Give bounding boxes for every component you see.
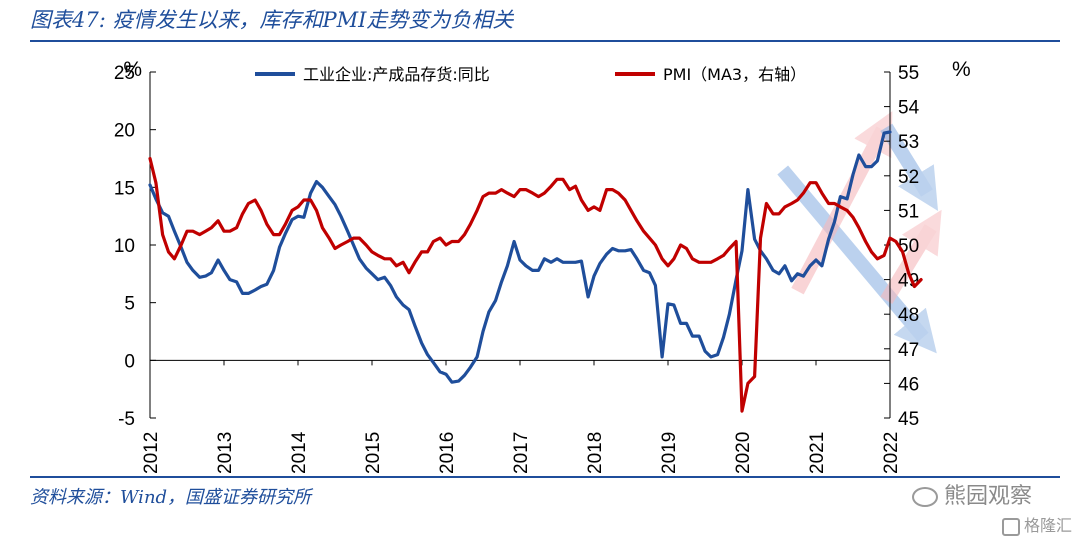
x-tick-label: 2021 — [807, 432, 828, 474]
left-tick-label: 25 — [114, 63, 135, 84]
x-tick-label: 2012 — [141, 432, 162, 474]
title-rule — [30, 40, 1060, 42]
figure-title: 图表47: 疫情发生以来，库存和PMI走势变为负相关 — [30, 8, 514, 32]
gelonghui-icon — [1002, 517, 1020, 536]
trend-arrow-down-pmi — [880, 123, 939, 211]
x-tick-label: 2016 — [437, 432, 458, 474]
legend-label: PMI（MA3，右轴） — [663, 65, 806, 84]
x-tick-label: 2013 — [215, 432, 236, 474]
right-tick-label: 46 — [898, 374, 919, 395]
right-tick-label: 48 — [898, 305, 919, 326]
watermark: 熊园观察 — [912, 478, 1032, 510]
x-tick-label: 2014 — [289, 431, 310, 474]
wechat-icon — [912, 487, 938, 507]
legend-label: 工业企业:产成品存货:同比 — [303, 65, 490, 84]
right-tick-label: 54 — [898, 98, 920, 119]
chart-series — [148, 130, 923, 413]
left-tick-label: 20 — [114, 121, 135, 142]
series-line-inventory — [148, 130, 892, 384]
series-line-pmi — [148, 156, 923, 413]
left-tick-label: -5 — [118, 409, 135, 430]
chart-legend: 工业企业:产成品存货:同比 PMI（MA3，右轴） — [255, 65, 806, 84]
right-tick-label: 47 — [898, 340, 919, 361]
right-tick-label: 53 — [898, 132, 919, 153]
watermark-secondary-text: 格隆汇 — [1024, 516, 1073, 535]
x-tick-label: 2020 — [733, 432, 754, 474]
watermark-text: 熊园观察 — [944, 484, 1033, 509]
right-tick-label: 45 — [898, 409, 919, 430]
x-tick-label: 2015 — [363, 432, 384, 474]
right-tick-label: 55 — [898, 63, 919, 84]
x-tick-label: 2017 — [511, 432, 532, 474]
watermark-secondary: 格隆汇 — [1002, 512, 1072, 536]
left-tick-label: 15 — [114, 178, 135, 199]
source-rule — [30, 476, 1060, 478]
x-tick-label: 2019 — [659, 432, 680, 474]
right-unit-label: % — [952, 58, 971, 81]
left-tick-label: 0 — [124, 351, 135, 372]
right-tick-label: 52 — [898, 167, 919, 188]
source-note: 资料来源：Wind，国盛证券研究所 — [30, 487, 312, 508]
right-tick-label: 51 — [898, 201, 919, 222]
left-tick-label: 5 — [124, 294, 135, 315]
right-tick-label: 50 — [898, 236, 919, 257]
left-unit-label: % — [123, 58, 142, 81]
trend-arrow-down-inventory — [777, 165, 937, 354]
left-tick-label: 10 — [114, 236, 135, 257]
x-tick-label: 2022 — [881, 432, 902, 474]
x-tick-label: 2018 — [585, 432, 606, 474]
trend-arrow-up-pmi — [880, 209, 942, 305]
